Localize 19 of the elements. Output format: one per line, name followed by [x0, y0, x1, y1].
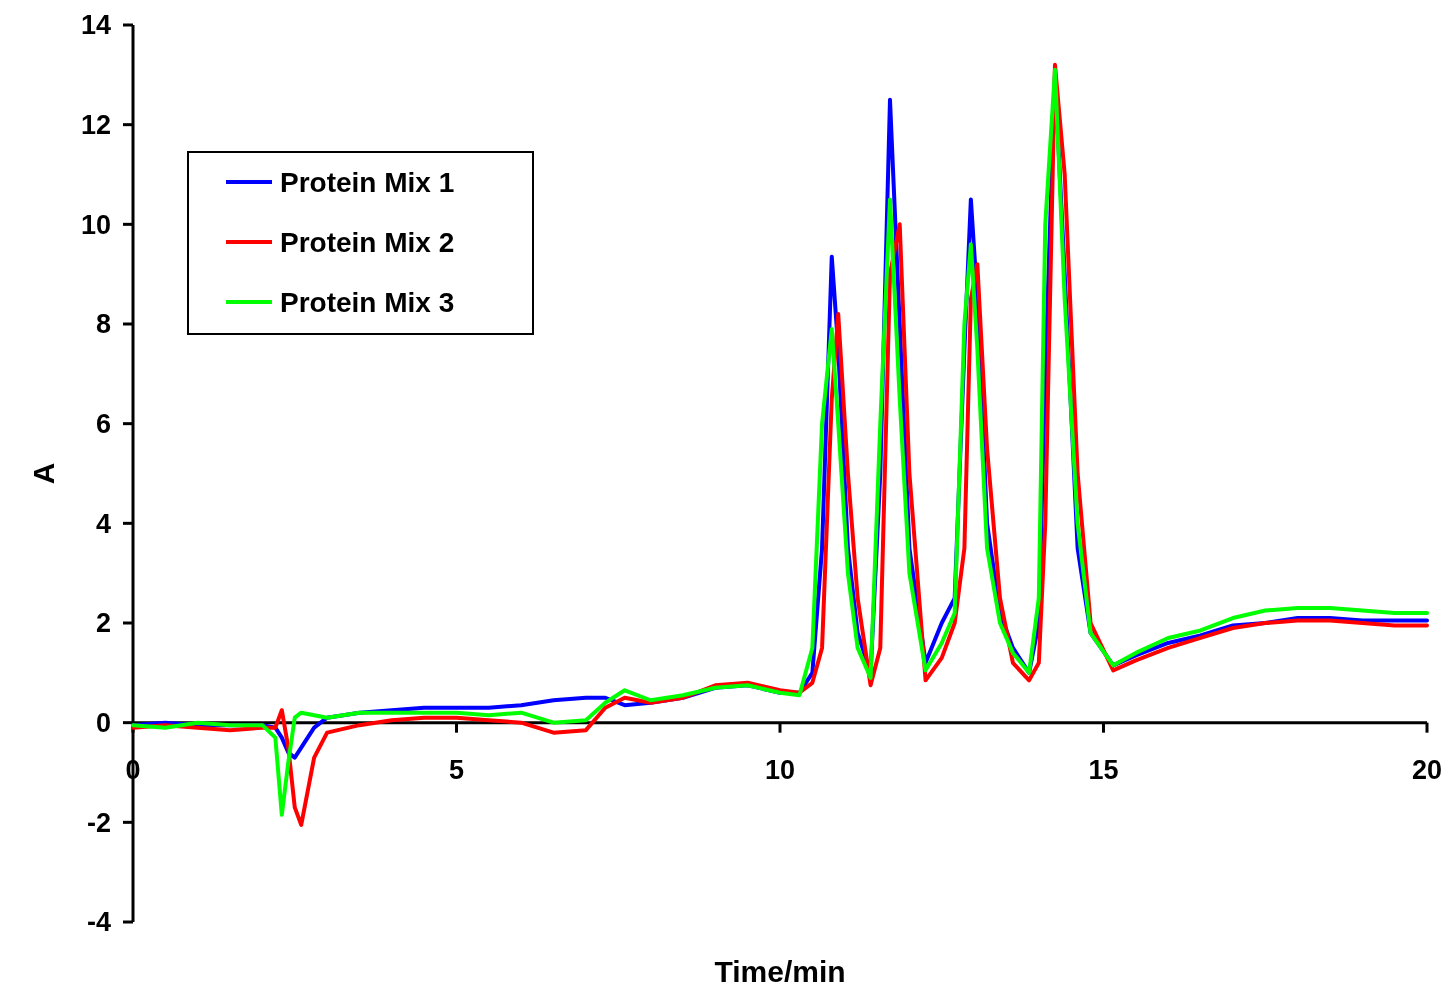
y-tick-label: 8 — [95, 309, 111, 340]
y-tick-label: -2 — [86, 807, 111, 838]
y-tick-label: 2 — [95, 608, 111, 639]
x-tick-label: 20 — [1411, 754, 1443, 785]
y-tick-label: 0 — [95, 708, 111, 739]
y-tick-label: 12 — [80, 110, 111, 141]
legend-label: Protein Mix 2 — [280, 226, 455, 258]
y-tick-label: -4 — [86, 907, 111, 938]
y-axis-title: A — [26, 462, 60, 485]
x-tick-label: 15 — [1088, 754, 1119, 785]
legend-label: Protein Mix 1 — [280, 166, 455, 198]
x-axis-title: Time/min — [714, 955, 846, 988]
legend-label: Protein Mix 3 — [280, 286, 455, 318]
y-tick-label: 14 — [80, 10, 111, 41]
y-tick-label: 4 — [95, 508, 111, 539]
x-tick-label: 10 — [764, 754, 796, 785]
y-tick-label: 6 — [95, 409, 111, 440]
x-tick-label: 5 — [448, 754, 465, 785]
y-tick-label: 10 — [80, 209, 111, 240]
